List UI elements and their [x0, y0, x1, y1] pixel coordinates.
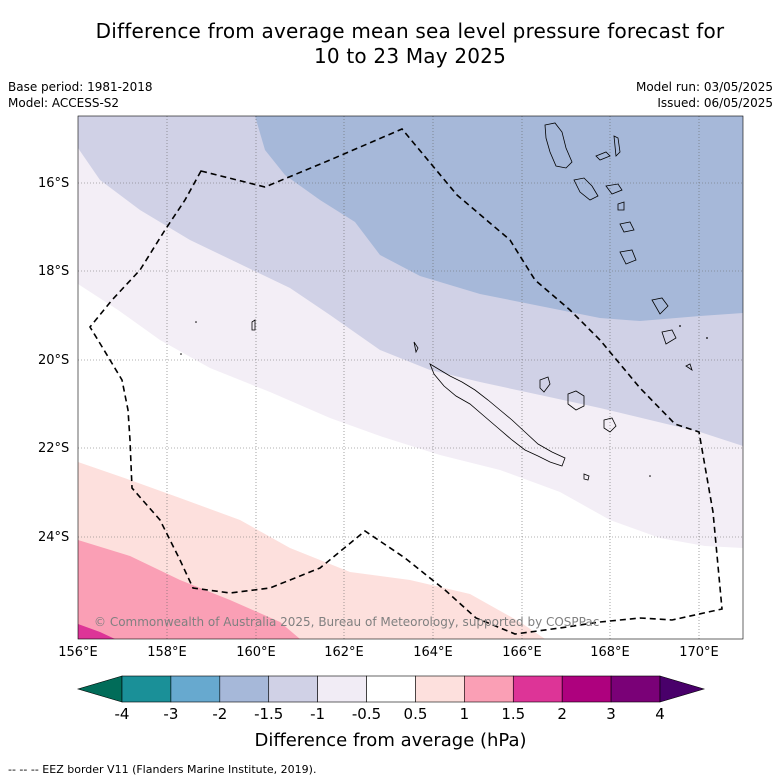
colorbar-tick-label: -4 — [114, 705, 130, 723]
maewo-pentecost — [613, 135, 621, 157]
isle-of-pines — [583, 473, 590, 481]
espiritu-santo — [544, 122, 573, 169]
eez-border-line — [89, 128, 723, 635]
colorbar-segment — [268, 675, 318, 703]
colorbar-segment — [610, 675, 661, 703]
islet-dot-4 — [706, 337, 708, 339]
lon-label-156e: 156°E — [58, 645, 98, 660]
lat-label-16s: 16°S — [38, 176, 70, 191]
lon-label-168e: 168°E — [590, 645, 630, 660]
colorbar-tick-label: 3 — [606, 705, 616, 723]
ambae — [595, 151, 611, 161]
colorbar-tick-label: -3 — [163, 705, 179, 723]
colorbar-under-arrow — [76, 675, 123, 703]
colorbar-segment — [561, 675, 612, 703]
islet-dot-1 — [195, 321, 197, 323]
epi — [617, 201, 625, 211]
eez-footnote: -- -- -- EEZ border V11 (Flanders Marine… — [8, 763, 317, 776]
lat-label-22s: 22°S — [38, 441, 70, 456]
colorbar-tick-label: -0.5 — [351, 705, 382, 723]
mare-island — [603, 417, 617, 433]
colorbar-segment — [317, 675, 367, 703]
colorbar-title: Difference from average (hPa) — [254, 730, 527, 751]
map-frame — [77, 115, 744, 640]
gridlines — [78, 116, 743, 639]
base-period: Base period: 1981-2018 — [8, 80, 153, 94]
title-line-2: 10 to 23 May 2025 — [313, 44, 507, 68]
lon-label-158e: 158°E — [147, 645, 187, 660]
ouvea-island — [539, 376, 551, 393]
lat-label-24s: 24°S — [38, 530, 70, 545]
lat-label-20s: 20°S — [38, 353, 70, 368]
lon-label-166e: 166°E — [502, 645, 542, 660]
title-line-1: Difference from average mean sea level p… — [95, 19, 725, 43]
copyright-text: © Commonwealth of Australia 2025, Bureau… — [94, 615, 599, 629]
belep-islands — [413, 341, 419, 354]
issued-date: Issued: 06/05/2025 — [657, 96, 773, 110]
chesterfield-islet — [251, 319, 256, 331]
colorbar-tick-label: 1.5 — [501, 705, 526, 723]
map-title: Difference from average mean sea level p… — [40, 19, 780, 69]
band-plus1 — [78, 540, 300, 639]
islet-dot-2 — [180, 353, 182, 355]
colorbar-tick-label: -2 — [212, 705, 228, 723]
colorbar-segment — [170, 675, 221, 703]
colorbar-tick-label: 1 — [459, 705, 470, 723]
lat-label-18s: 18°S — [38, 264, 70, 279]
ambrym — [605, 183, 623, 195]
efate — [619, 221, 635, 233]
colorbar-tick-label: 4 — [655, 705, 665, 723]
colorbar-tick-label: -1 — [310, 705, 326, 723]
islet-dot-3 — [679, 325, 681, 327]
band-minus2 — [255, 116, 743, 321]
aneityum — [661, 329, 677, 345]
lon-label-160e: 160°E — [236, 645, 276, 660]
malekula — [573, 177, 599, 201]
tanna — [651, 297, 669, 315]
lon-label-164e: 164°E — [413, 645, 453, 660]
colorbar-segment — [121, 675, 172, 703]
colorbar-segment — [512, 675, 563, 703]
colorbar-segment — [219, 675, 270, 703]
erromango — [619, 249, 637, 265]
lon-label-170e: 170°E — [679, 645, 719, 660]
model-run: Model run: 03/05/2025 — [635, 80, 773, 94]
meta-right: Model run: 03/05/2025 Issued: 06/05/2025 — [636, 79, 773, 111]
matthew-hunter — [685, 363, 693, 371]
lon-label-162e: 162°E — [324, 645, 364, 660]
meta-left: Base period: 1981-2018 Model: ACCESS-S2 — [8, 79, 153, 111]
colorbar-segment — [415, 675, 465, 703]
model-name: Model: ACCESS-S2 — [8, 96, 120, 110]
islet-dot-5 — [649, 475, 651, 477]
colorbar-segment — [464, 675, 514, 703]
colorbar-tick-label: -1.5 — [254, 705, 284, 723]
band-plus1-5 — [78, 624, 115, 639]
colorbar-over-arrow — [659, 675, 706, 703]
colorbar-segment — [366, 675, 416, 703]
colorbar-tick-label: 0.5 — [403, 705, 428, 723]
colorbar-tick-label: 2 — [557, 705, 567, 723]
lifou-island — [567, 390, 585, 411]
new-caledonia-landmass — [429, 363, 566, 467]
